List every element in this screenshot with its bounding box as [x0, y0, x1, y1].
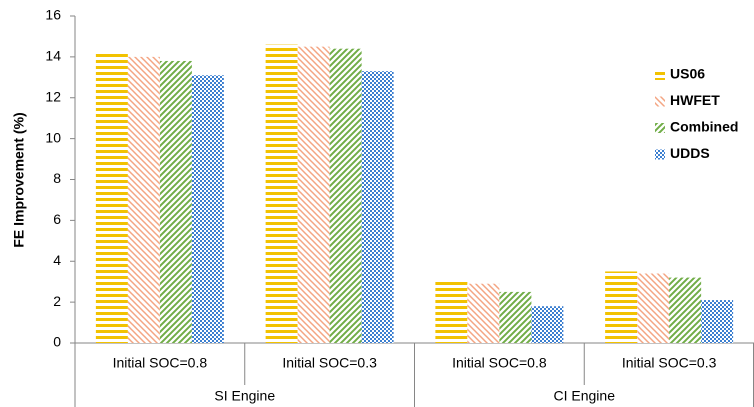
y-axis-title: FE Improvement (%) [11, 112, 27, 247]
x-tick-label: Initial SOC=0.3 [282, 355, 377, 371]
bar [265, 44, 298, 344]
y-tick-label: 4 [53, 252, 61, 268]
y-tick-label: 12 [45, 88, 61, 104]
bar [435, 281, 468, 343]
bar [531, 306, 564, 343]
legend-label: HWFET [670, 92, 720, 108]
bar [637, 273, 670, 343]
bar [191, 75, 224, 344]
group-label: SI Engine [214, 388, 275, 404]
x-tick-label: Initial SOC=0.8 [113, 355, 208, 371]
bar [95, 52, 128, 343]
x-tick-label: Initial SOC=0.3 [622, 355, 717, 371]
group-label: CI Engine [554, 388, 616, 404]
bar [467, 283, 500, 343]
bar [701, 300, 734, 343]
bar [127, 56, 160, 343]
x-tick-label: Initial SOC=0.8 [452, 355, 547, 371]
bar [297, 46, 330, 343]
legend-swatch [655, 149, 665, 160]
bar [159, 60, 192, 344]
y-tick-label: 2 [53, 293, 61, 309]
y-tick-label: 14 [45, 48, 61, 64]
bar [329, 48, 362, 343]
legend-label: US06 [670, 66, 705, 82]
y-tick-label: 8 [53, 170, 61, 186]
legend-swatch [655, 123, 665, 133]
legend-swatch [655, 70, 665, 80]
bar [669, 277, 702, 343]
bar [499, 291, 532, 343]
legend-swatch [655, 96, 665, 107]
legend-label: Combined [670, 119, 738, 135]
legend-label: UDDS [670, 145, 710, 161]
y-tick-label: 10 [45, 129, 61, 145]
bar [605, 271, 638, 343]
y-tick-label: 0 [53, 334, 61, 350]
bar [361, 71, 394, 344]
y-tick-label: 6 [53, 211, 61, 227]
y-tick-label: 16 [45, 7, 61, 23]
